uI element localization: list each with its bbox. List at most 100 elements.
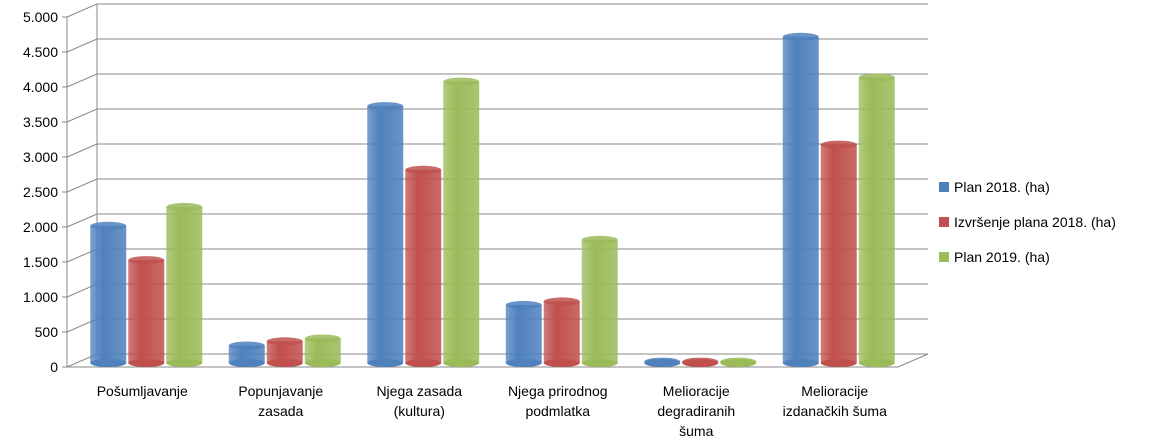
bar	[543, 297, 580, 367]
bar-base	[90, 359, 127, 367]
bar	[90, 221, 127, 367]
bar-top	[858, 73, 895, 82]
gridline	[66, 38, 928, 53]
x-axis-labels: Pošumljavanje Popunjavanje zasada Njega zas…	[97, 383, 887, 439]
bar-body	[166, 206, 203, 363]
legend-swatch	[939, 252, 949, 262]
bar-top	[166, 202, 203, 211]
bar	[858, 73, 895, 367]
gridline	[66, 3, 928, 18]
bar-top	[304, 334, 341, 343]
y-tick-label: 0	[50, 359, 58, 375]
bar	[782, 32, 819, 367]
bar-body	[228, 345, 265, 363]
bar-top	[820, 140, 857, 149]
bars	[90, 32, 895, 367]
bar-top	[128, 256, 165, 265]
bar-base	[782, 359, 819, 367]
x-category-label: Melioracije izdanačkih šuma	[783, 383, 887, 419]
gridline	[66, 108, 928, 123]
bar	[505, 300, 542, 367]
bar-body	[858, 77, 895, 364]
bar-top	[266, 337, 303, 346]
bar-body	[405, 169, 442, 363]
bar-top	[443, 77, 480, 86]
y-tick-label: 1.000	[23, 289, 58, 305]
bar-base	[128, 359, 165, 367]
bar-top	[228, 341, 265, 350]
bar-base	[166, 359, 203, 367]
bar-top	[720, 357, 757, 366]
x-category-label: Njega zasada (kultura)	[376, 383, 462, 419]
bar-base	[581, 359, 618, 367]
legend-item: Izvršenje plana 2018. (ha)	[939, 214, 1116, 230]
bar-top	[405, 165, 442, 174]
bar	[443, 77, 480, 367]
bar-body	[443, 81, 480, 363]
bar-base	[820, 359, 857, 367]
legend-swatch	[939, 217, 949, 227]
bar-top	[505, 300, 542, 309]
bar-top	[682, 357, 719, 366]
bar-base	[228, 359, 265, 367]
bar	[682, 357, 719, 367]
bar	[581, 235, 618, 367]
legend-label: Izvršenje plana 2018. (ha)	[954, 214, 1116, 230]
bar-base	[266, 359, 303, 367]
bar	[367, 102, 404, 367]
bar-base	[543, 359, 580, 367]
y-tick-label: 2.500	[23, 184, 58, 200]
legend-label: Plan 2019. (ha)	[954, 249, 1050, 265]
bar	[405, 165, 442, 367]
bar-top	[367, 102, 404, 111]
legend-item: Plan 2018. (ha)	[939, 179, 1050, 195]
bar-base	[304, 359, 341, 367]
bar	[128, 256, 165, 367]
bar-body	[782, 36, 819, 364]
bar-body	[581, 239, 618, 363]
bar-top	[90, 221, 127, 230]
bar-body	[367, 106, 404, 363]
bar-base	[858, 359, 895, 367]
bar-top	[782, 32, 819, 41]
y-tick-label: 4.500	[23, 44, 58, 60]
bar-body	[128, 260, 165, 363]
bar-body	[820, 144, 857, 363]
bar-body	[505, 304, 542, 363]
bar	[720, 357, 757, 367]
bar	[304, 334, 341, 367]
y-tick-label: 5.000	[23, 9, 58, 25]
bar-body	[266, 341, 303, 363]
bar-base	[505, 359, 542, 367]
gridline	[66, 178, 928, 193]
bar	[820, 140, 857, 367]
x-category-label: Popunjavanje zasada	[238, 383, 323, 419]
bar	[644, 357, 681, 367]
bar	[166, 202, 203, 367]
y-axis-ticks: 0 500 1.000 1.500 2.000 2.500 3.000 3.500 4.000 4…	[23, 9, 67, 375]
gridline	[66, 73, 928, 88]
y-tick-label: 2.000	[23, 219, 58, 235]
bar-body	[543, 301, 580, 363]
legend-label: Plan 2018. (ha)	[954, 179, 1050, 195]
x-category-label: Melioracije degradiranih šuma	[657, 383, 735, 439]
legend-item: Plan 2019. (ha)	[939, 249, 1050, 265]
legend-swatch	[939, 182, 949, 192]
x-category-label: Pošumljavanje	[97, 383, 188, 399]
gridline	[66, 213, 928, 228]
x-category-label: Njega prirodnog podmlatka	[508, 383, 608, 419]
y-tick-label: 500	[35, 324, 59, 340]
y-tick-label: 3.000	[23, 149, 58, 165]
bar-body	[90, 225, 127, 363]
y-tick-label: 1.500	[23, 254, 58, 270]
bar	[266, 337, 303, 367]
bar-base	[443, 359, 480, 367]
y-tick-label: 3.500	[23, 114, 58, 130]
bar-base	[367, 359, 404, 367]
bar-base	[405, 359, 442, 367]
bar-top	[644, 357, 681, 366]
bar-top	[543, 297, 580, 306]
legend: Plan 2018. (ha) Izvršenje plana 2018. (ha…	[939, 179, 1116, 265]
gridline	[66, 143, 928, 158]
